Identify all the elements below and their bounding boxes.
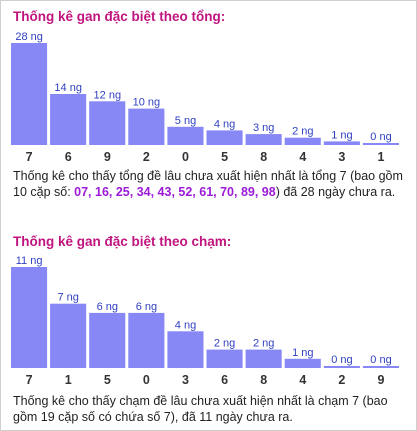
cham-category-label-6: 6 xyxy=(221,373,228,387)
cham-bar-8 xyxy=(245,349,282,368)
cham-bar-6 xyxy=(206,349,243,368)
bar-chart-cham: 11 ng 7 7 ng 1 6 ng 5 6 ng 0 4 ng 3 2 ng 6 2 ng 8 1 ng… xyxy=(11,255,399,387)
cham-category-label-8: 8 xyxy=(260,373,267,387)
tong-value-label-3: 1 ng xyxy=(331,129,352,141)
tong-value-label-4: 2 ng xyxy=(292,126,313,138)
tong-category-label-1: 1 xyxy=(378,150,385,164)
cham-value-label-8: 2 ng xyxy=(253,338,274,350)
cham-bar-7 xyxy=(11,267,48,368)
cham-value-label-5: 6 ng xyxy=(97,301,118,313)
tong-bar-2 xyxy=(128,108,165,145)
tong-category-label-6: 6 xyxy=(65,150,72,164)
cham-value-label-9: 0 ng xyxy=(370,354,391,366)
cham-category-label-2: 2 xyxy=(338,373,345,387)
cham-bar-1 xyxy=(50,303,87,368)
cham-bar-4 xyxy=(284,358,321,368)
cham-value-label-2: 0 ng xyxy=(331,354,352,366)
tong-category-label-7: 7 xyxy=(26,150,33,164)
cham-value-label-6: 2 ng xyxy=(214,338,235,350)
tong-category-label-8: 8 xyxy=(260,150,267,164)
cham-category-label-5: 5 xyxy=(104,373,111,387)
note-cham: Thống kê cho thấy chạm đề lâu chưa xuất … xyxy=(13,394,388,424)
cham-bar-0 xyxy=(128,312,165,368)
cham-value-label-1: 7 ng xyxy=(57,292,78,304)
cham-value-label-7: 11 ng xyxy=(16,255,43,267)
chart-title-cham: Thống kê gan đặc biệt theo chạm: xyxy=(13,234,232,249)
cham-category-label-4: 4 xyxy=(299,373,306,387)
tong-value-label-6: 14 ng xyxy=(54,82,82,94)
tong-category-label-3: 3 xyxy=(338,150,345,164)
tong-category-label-5: 5 xyxy=(221,150,228,164)
note-tong: Thống kê cho thấy tổng đề lâu chưa xuất … xyxy=(13,168,408,200)
tong-bar-0 xyxy=(167,126,204,145)
chart-title-tong: Thống kê gan đặc biệt theo tổng: xyxy=(13,9,226,24)
cham-category-label-9: 9 xyxy=(378,373,385,387)
cham-category-label-7: 7 xyxy=(26,373,33,387)
tong-bar-8 xyxy=(245,134,282,145)
note-tong-suffix: ) đã 28 ngày chưa ra. xyxy=(275,185,396,199)
note-tong-prefix: Thống kê cho thấy tổng đề lâu chưa xuất … xyxy=(13,169,403,199)
cham-bar-2 xyxy=(323,366,360,368)
tong-value-label-2: 10 ng xyxy=(133,97,161,109)
note-tong-highlight: 07, 16, 25, 34, 43, 52, 61, 70, 89, 98 xyxy=(74,185,276,199)
cham-category-label-3: 3 xyxy=(182,373,189,387)
tong-bar-9 xyxy=(89,101,126,145)
tong-value-label-1: 0 ng xyxy=(370,131,391,143)
cham-category-label-0: 0 xyxy=(143,373,150,387)
cham-value-label-0: 6 ng xyxy=(136,301,157,313)
cham-bar-3 xyxy=(167,331,204,368)
tong-bar-6 xyxy=(50,94,87,145)
cham-bar-9 xyxy=(362,366,399,368)
tong-category-label-0: 0 xyxy=(182,150,189,164)
tong-bar-7 xyxy=(11,43,48,145)
cham-category-label-1: 1 xyxy=(65,373,72,387)
tong-bar-3 xyxy=(323,141,360,145)
cham-value-label-4: 1 ng xyxy=(292,347,313,359)
tong-bar-5 xyxy=(206,130,243,145)
cham-bar-5 xyxy=(89,312,126,368)
tong-bar-1 xyxy=(362,143,399,145)
tong-value-label-7: 28 ng xyxy=(15,31,43,43)
tong-value-label-8: 3 ng xyxy=(253,122,274,134)
tong-bar-4 xyxy=(284,137,321,145)
tong-category-label-2: 2 xyxy=(143,150,150,164)
cham-value-label-3: 4 ng xyxy=(175,319,196,331)
tong-value-label-5: 4 ng xyxy=(214,118,235,130)
tong-category-label-9: 9 xyxy=(104,150,111,164)
tong-value-label-9: 12 ng xyxy=(94,89,122,101)
tong-category-label-4: 4 xyxy=(299,150,306,164)
tong-value-label-0: 5 ng xyxy=(175,115,196,127)
